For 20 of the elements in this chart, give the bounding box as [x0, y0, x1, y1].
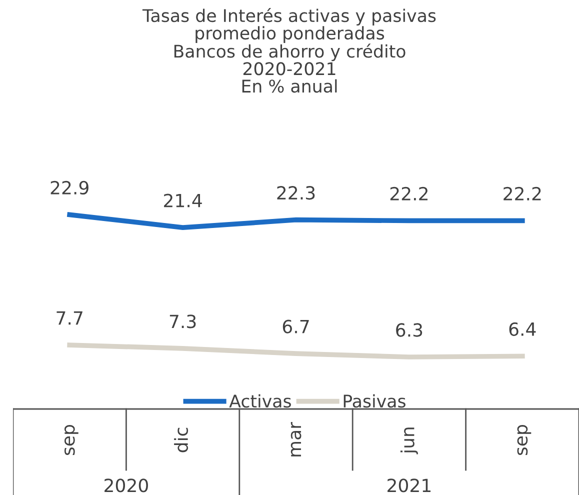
data-label: 22.3 [277, 186, 315, 200]
x-tick-label: mar [290, 422, 302, 456]
x-tick-label: sep [517, 425, 532, 456]
data-label: 6.3 [396, 323, 422, 337]
data-label: 7.3 [170, 314, 196, 328]
legend-label: Pasivas [344, 394, 406, 408]
data-label: 7.7 [56, 311, 82, 325]
x-tick-label: jun [400, 428, 418, 454]
data-label: 6.4 [509, 322, 536, 336]
legend-label: Activas [229, 394, 291, 408]
data-label: 21.4 [164, 194, 202, 208]
data-label: 6.7 [282, 320, 309, 334]
data-label: 22.2 [390, 186, 428, 200]
data-label: 22.2 [504, 186, 541, 200]
chart-title: Tasas de Interés activas y pasivas promedio ponderadas Bancos de ahorro y crédito 2020-2021 En % anual [142, 8, 436, 93]
text: 2020 [104, 478, 148, 492]
text: 2021 [388, 478, 431, 492]
x-tick-label: dic [174, 428, 188, 452]
data-label: 22.9 [50, 180, 88, 195]
x-tick-label: sep [64, 425, 78, 456]
